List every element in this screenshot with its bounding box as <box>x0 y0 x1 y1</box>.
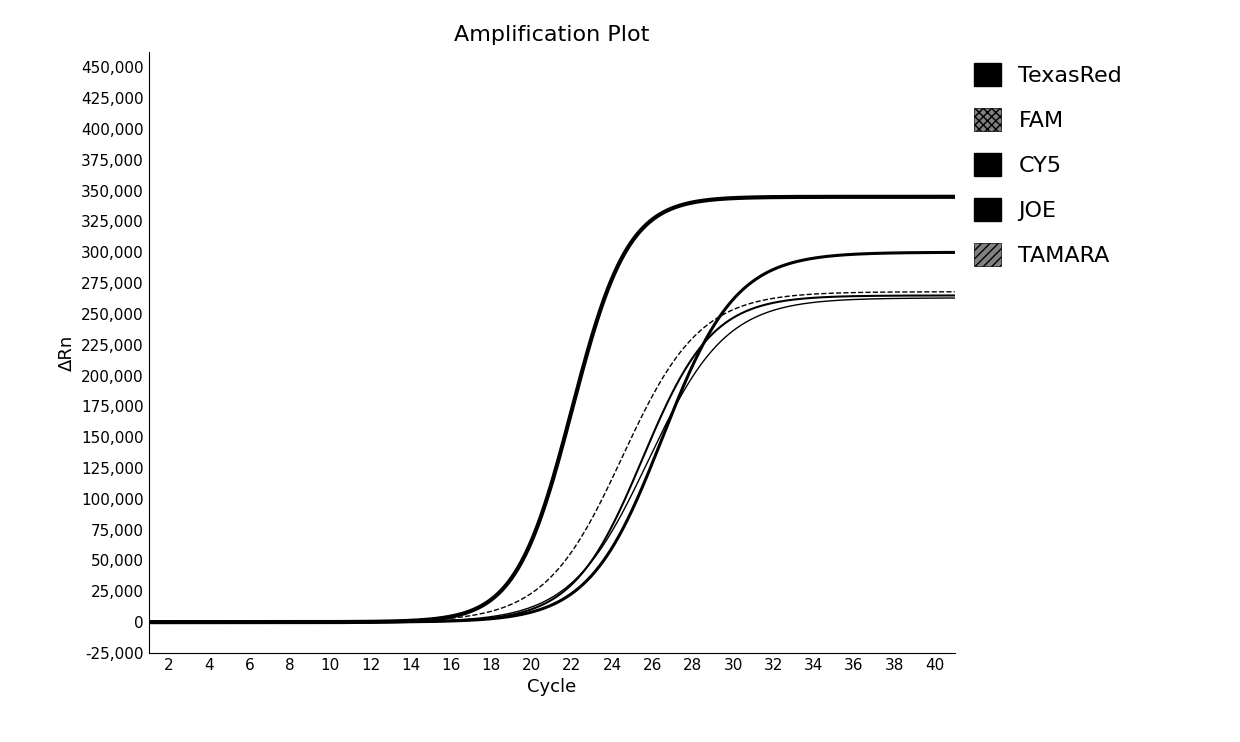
Title: Amplification Plot: Amplification Plot <box>454 24 650 45</box>
Y-axis label: ΔRn: ΔRn <box>57 335 76 370</box>
Legend: TexasRed, FAM, CY5, JOE, TAMARA: TexasRed, FAM, CY5, JOE, TAMARA <box>973 63 1122 266</box>
X-axis label: Cycle: Cycle <box>527 678 577 697</box>
